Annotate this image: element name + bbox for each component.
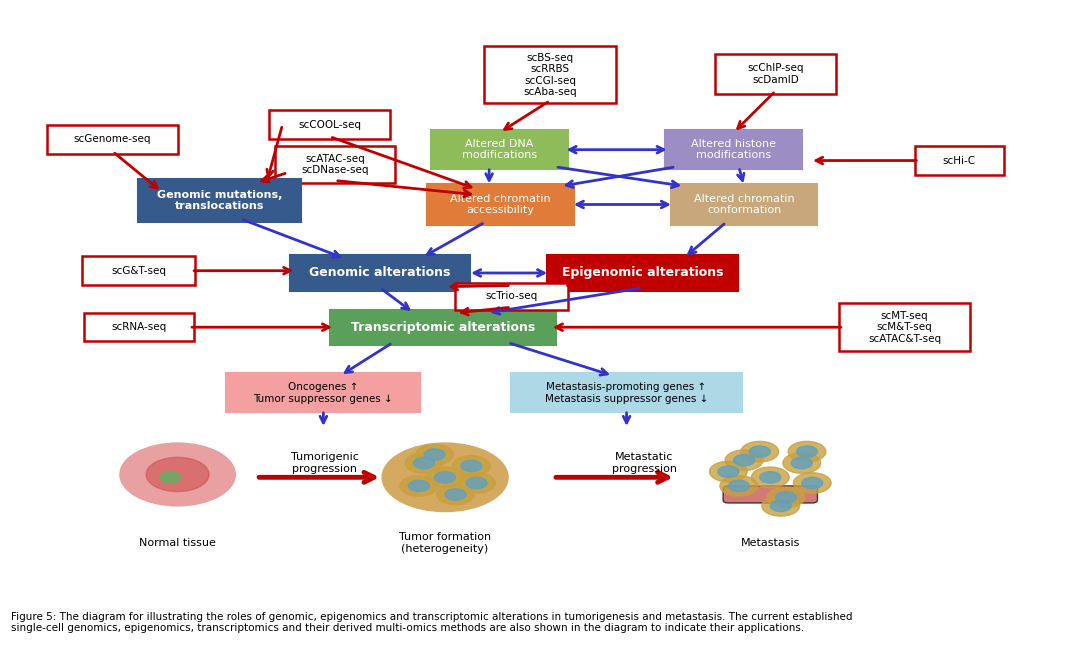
Text: Transcriptomic alterations: Transcriptomic alterations — [351, 321, 535, 334]
FancyBboxPatch shape — [84, 313, 194, 342]
FancyBboxPatch shape — [227, 374, 421, 412]
Text: scHi-C: scHi-C — [943, 155, 975, 166]
Text: Genomic mutations,
translocations: Genomic mutations, translocations — [156, 190, 283, 212]
Circle shape — [725, 450, 763, 470]
FancyBboxPatch shape — [47, 125, 178, 154]
FancyBboxPatch shape — [839, 303, 970, 351]
Circle shape — [718, 466, 739, 477]
FancyBboxPatch shape — [723, 486, 818, 503]
Circle shape — [408, 480, 429, 492]
Text: scRNA-seq: scRNA-seq — [111, 322, 166, 332]
Circle shape — [446, 488, 466, 500]
Text: Metastatic
progression: Metastatic progression — [612, 453, 677, 474]
Circle shape — [776, 492, 796, 503]
Circle shape — [741, 441, 779, 462]
Circle shape — [760, 471, 781, 483]
FancyBboxPatch shape — [715, 54, 836, 94]
FancyBboxPatch shape — [270, 110, 390, 140]
Circle shape — [749, 446, 770, 457]
Circle shape — [767, 487, 805, 507]
Circle shape — [424, 449, 446, 460]
FancyBboxPatch shape — [671, 183, 818, 225]
FancyBboxPatch shape — [666, 131, 802, 169]
Text: Altered chromatin
accessibility: Altered chromatin accessibility — [450, 194, 551, 215]
FancyBboxPatch shape — [484, 46, 615, 103]
Circle shape — [734, 454, 754, 466]
Circle shape — [802, 477, 822, 488]
Circle shape — [382, 443, 508, 511]
Text: Altered histone
modifications: Altered histone modifications — [691, 139, 776, 161]
Circle shape — [437, 484, 475, 505]
Text: scG&T-seq: scG&T-seq — [111, 266, 166, 276]
Circle shape — [728, 480, 749, 492]
Text: Altered chromatin
conformation: Altered chromatin conformation — [694, 194, 794, 215]
Circle shape — [120, 443, 235, 506]
Circle shape — [788, 441, 825, 462]
FancyBboxPatch shape — [138, 179, 301, 222]
Text: Altered DNA
modifications: Altered DNA modifications — [462, 139, 537, 161]
Circle shape — [435, 471, 455, 483]
Circle shape — [466, 477, 487, 488]
Circle shape — [796, 446, 818, 457]
Circle shape — [793, 473, 831, 493]
Text: scMT-seq
scM&T-seq
scATAC&T-seq: scMT-seq scM&T-seq scATAC&T-seq — [868, 311, 941, 344]
FancyBboxPatch shape — [432, 131, 568, 169]
Text: scGenome-seq: scGenome-seq — [73, 135, 151, 144]
Circle shape — [457, 473, 495, 493]
Text: Tumorigenic
progression: Tumorigenic progression — [290, 453, 358, 474]
Circle shape — [783, 453, 821, 473]
Text: scATAC-seq
scDNase-seq: scATAC-seq scDNase-seq — [301, 153, 369, 176]
FancyBboxPatch shape — [427, 183, 574, 225]
Circle shape — [762, 496, 800, 516]
Text: Figure 5: The diagram for illustrating the roles of genomic, epigenomics and tra: Figure 5: The diagram for illustrating t… — [11, 612, 852, 633]
Circle shape — [406, 453, 443, 473]
Circle shape — [426, 467, 464, 488]
Text: Normal tissue: Normal tissue — [139, 538, 216, 548]
Text: Oncogenes ↑
Tumor suppressor genes ↓: Oncogenes ↑ Tumor suppressor genes ↓ — [254, 382, 393, 404]
Text: scChIP-seq
scDamID: scChIP-seq scDamID — [748, 63, 804, 85]
Circle shape — [709, 461, 747, 482]
Text: scTrio-seq: scTrio-seq — [486, 291, 537, 302]
Text: Tumor formation
(heterogeneity): Tumor formation (heterogeneity) — [399, 532, 491, 554]
Circle shape — [751, 467, 789, 488]
Text: scCOOL-seq: scCOOL-seq — [298, 119, 361, 129]
FancyBboxPatch shape — [454, 283, 568, 310]
FancyBboxPatch shape — [290, 255, 470, 291]
Circle shape — [770, 500, 791, 511]
FancyBboxPatch shape — [915, 146, 1003, 176]
Circle shape — [415, 444, 453, 465]
Text: Metastasis: Metastasis — [740, 538, 800, 548]
Text: scBS-seq
scRRBS
scCGI-seq
scAba-seq: scBS-seq scRRBS scCGI-seq scAba-seq — [523, 52, 577, 97]
Circle shape — [413, 457, 435, 469]
FancyBboxPatch shape — [547, 255, 738, 291]
Circle shape — [160, 471, 181, 483]
FancyBboxPatch shape — [82, 257, 195, 285]
FancyBboxPatch shape — [330, 310, 556, 345]
Circle shape — [146, 457, 209, 492]
FancyBboxPatch shape — [275, 146, 395, 183]
Circle shape — [452, 456, 490, 476]
Circle shape — [720, 475, 757, 496]
Circle shape — [791, 457, 812, 469]
Circle shape — [400, 475, 438, 496]
Circle shape — [461, 460, 482, 471]
FancyBboxPatch shape — [511, 374, 742, 412]
Text: Metastasis-promoting genes ↑
Metastasis suppressor genes ↓: Metastasis-promoting genes ↑ Metastasis … — [545, 382, 708, 404]
Text: Genomic alterations: Genomic alterations — [310, 266, 451, 279]
Text: Epigenomic alterations: Epigenomic alterations — [561, 266, 723, 279]
